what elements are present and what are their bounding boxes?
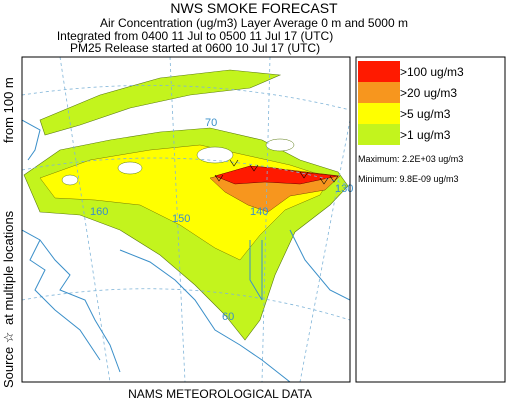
swatch	[358, 61, 400, 82]
sources	[214, 159, 339, 185]
legend-label: >1 ug/m3	[400, 128, 451, 142]
map-label: 160	[90, 206, 108, 218]
map: 160 150 140 130 60 70	[21, 56, 353, 383]
subtitle: Integrated from 0400 11 Jul to 0500 11 J…	[57, 29, 333, 43]
legend-label: >20 ug/m3	[400, 86, 457, 100]
minimum: Minimum: 9.8E-09 ug/m3	[358, 174, 459, 184]
maximum: Maximum: 2.2E+03 ug/m3	[358, 154, 463, 164]
side-text: at multiple locations	[1, 210, 16, 325]
side-text: Source ☆	[1, 332, 16, 388]
legend-frame	[355, 56, 506, 383]
side-text: from 100 m	[1, 77, 16, 143]
holes	[61, 138, 295, 186]
subtitle: Air Concentration (ug/m3) Layer Average …	[100, 16, 408, 30]
legend-label: >5 ug/m3	[400, 107, 451, 121]
title: NWS SMOKE FORECAST	[170, 0, 338, 16]
subtitle: PM25 Release started at 0600 10 Jul 17 (…	[70, 41, 320, 55]
graticule	[22, 57, 350, 382]
coastline	[22, 119, 350, 382]
map-frame	[21, 56, 351, 383]
legend: >100 ug/m3 >20 ug/m3 >5 ug/m3 >1 ug/m3 M…	[355, 56, 506, 383]
swatch	[358, 103, 400, 124]
swatch	[358, 124, 400, 145]
map-label: 70	[205, 117, 217, 129]
map-label: 60	[222, 311, 234, 323]
swatch	[358, 82, 400, 103]
side-label: Source ☆ at multiple locations from 100 …	[1, 77, 16, 388]
footer: NAMS METEOROLOGICAL DATA	[128, 387, 312, 401]
map-label: 150	[172, 213, 190, 225]
map-label: 130	[335, 183, 353, 195]
map-label: 140	[250, 206, 268, 218]
legend-label: >100 ug/m3	[400, 65, 464, 79]
